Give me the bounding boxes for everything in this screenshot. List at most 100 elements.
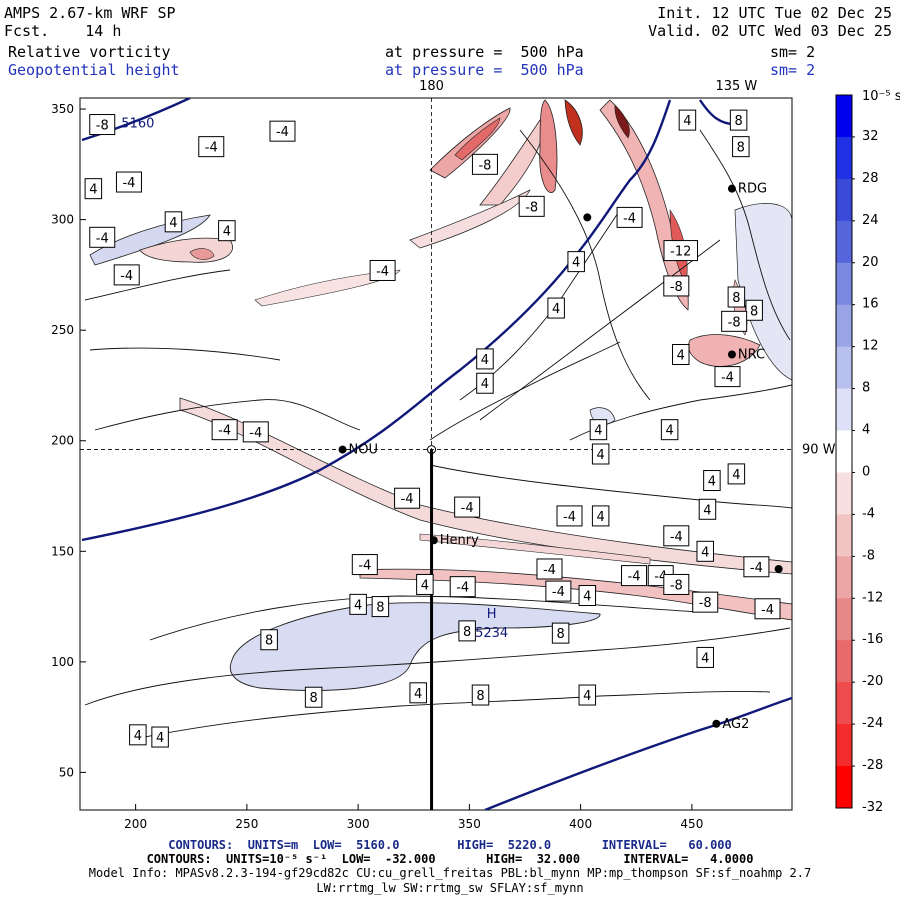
vorticity-label-box (551, 622, 570, 644)
vorticity-label-box (351, 554, 378, 576)
vorticity-contour-labels: -8-4-4-444-4 4-4 -4-8-8-444-12-8488488-8-4… (84, 109, 781, 748)
colorbar-tick-label: -4 (862, 506, 875, 521)
vorticity-label-box (578, 684, 597, 706)
height-contour (81, 98, 191, 142)
vorticity-label: -4 (750, 561, 763, 576)
colorbar-tick-label: 0 (862, 464, 870, 479)
y-tick-label: 100 (51, 655, 74, 669)
y-axis: 50 100 150 200 250 300 350 (51, 102, 86, 779)
vorticity-label: 4 (597, 448, 605, 463)
vorticity-contour (519, 129, 651, 401)
x-tick-label: 350 (458, 817, 481, 831)
station-label: NOU (349, 443, 378, 458)
vorticity-label-box (371, 596, 390, 618)
colorbar-swatch (836, 724, 852, 767)
vorticity-label: 4 (169, 216, 177, 231)
vorticity-label-box (663, 525, 690, 547)
vorticity-label: 4 (354, 598, 362, 613)
colorbar-tick-label: -16 (862, 632, 883, 647)
y-tick-label: 250 (51, 323, 74, 337)
vorticity-label: 4 (223, 225, 231, 240)
vorticity-label: 4 (708, 475, 716, 490)
colorbar-swatch (836, 640, 852, 683)
vorticity-label: 8 (737, 141, 745, 156)
negative-vorticity-band (419, 533, 651, 565)
vorticity-label-box (729, 109, 748, 131)
colorbar-swatch (836, 556, 852, 599)
x-axis: 200 250 300 350 400 450 (124, 804, 703, 831)
height-level: at pressure = 500 hPa (385, 61, 584, 79)
vorticity-label-box (349, 593, 367, 615)
negative-vorticity-band (454, 117, 501, 161)
vorticity-label: -4 (670, 530, 683, 545)
field-vorticity-label: Relative vorticity (8, 43, 171, 61)
negative-vorticity-band (539, 99, 558, 193)
vorticity-label: -4 (456, 581, 469, 596)
vorticity-label-box (745, 299, 763, 321)
vorticity-label-box (471, 684, 490, 706)
height-contour-info: CONTOURS: UNITS=m LOW= 5160.0 HIGH= 5220… (168, 838, 732, 852)
vorticity-label-box (692, 591, 719, 613)
vorticity-label-box (304, 686, 323, 708)
vorticity-label-box (269, 120, 296, 142)
vorticity-label-box (547, 297, 565, 319)
y-tick-label: 300 (51, 213, 74, 227)
vorticity-label: 4 (703, 503, 711, 518)
vorticity-label: -4 (552, 585, 565, 600)
vorticity-label-box (416, 573, 434, 595)
model-info: Model Info: MPASv8.2.3-194-gf29cd82c CU:… (88, 866, 812, 880)
vorticity-label-box (556, 505, 583, 527)
vorticity-label: -4 (761, 603, 774, 618)
vorticity-smoothing: sm= 2 (770, 43, 816, 61)
vorticity-contour (84, 269, 231, 301)
vorticity-contour (699, 129, 791, 341)
colorbar-tick-label: 4 (862, 423, 870, 438)
colorbar-unit-label: 10⁻⁵ s⁻¹ (862, 89, 900, 104)
vorticity-shading (89, 99, 792, 691)
vorticity-label: 4 (701, 545, 709, 560)
vorticity-label-box (663, 240, 698, 262)
station-label: Henry (440, 533, 479, 548)
y-tick-label: 150 (51, 544, 74, 558)
colorbar-tick-label: -8 (862, 548, 875, 563)
vorticity-label: -4 (543, 563, 556, 578)
vorticity-label: 4 (156, 731, 164, 746)
vorticity-label: -4 (205, 141, 218, 156)
colorbar-tick-label: -20 (862, 674, 883, 689)
vorticity-label: 4 (134, 729, 142, 744)
colorbar-tick-label: -32 (862, 800, 883, 815)
station-dot (338, 445, 347, 454)
colorbar-swatch (836, 95, 852, 138)
vorticity-label: -8 (525, 200, 538, 215)
plot-frame (79, 97, 793, 811)
vorticity-label: 8 (376, 601, 384, 616)
colorbar-frame (835, 94, 853, 809)
vorticity-label: -12 (670, 245, 691, 260)
colorbar: 32 28 24 20 16 12 8 4 0 -4 -8 -12 -16 -20 -24 -28 -32 (835, 94, 883, 815)
station-dot (583, 213, 592, 222)
height-contour (484, 696, 792, 810)
vorticity-label-box (198, 136, 225, 158)
vorticity-label: -8 (670, 280, 683, 295)
vorticity-label-box (211, 419, 238, 441)
vorticity-label: 8 (750, 304, 758, 319)
vorticity-label: -4 (401, 492, 414, 507)
vorticity-label: -4 (249, 426, 262, 441)
high-pressure-value: 5234 (475, 626, 508, 641)
colorbar-tick-label: 20 (862, 255, 879, 270)
vorticity-label: -4 (623, 211, 636, 226)
valid-time: Valid. 02 UTC Wed 03 Dec 25 (648, 22, 892, 40)
vorticity-label-box (578, 585, 597, 607)
vorticity-label-box (449, 576, 476, 598)
colorbar-swatch (836, 304, 852, 348)
station-dot (712, 719, 721, 728)
model-title: AMPS 2.67-km WRF SP (4, 4, 176, 22)
negative-vorticity-band (688, 334, 761, 367)
colorbar-tick-label: 24 (862, 213, 879, 228)
vorticity-label: -4 (563, 510, 576, 525)
vorticity-contour (429, 464, 792, 509)
vorticity-label: -4 (120, 269, 133, 284)
vorticity-label: -4 (276, 125, 289, 140)
colorbar-swatch (836, 262, 852, 306)
